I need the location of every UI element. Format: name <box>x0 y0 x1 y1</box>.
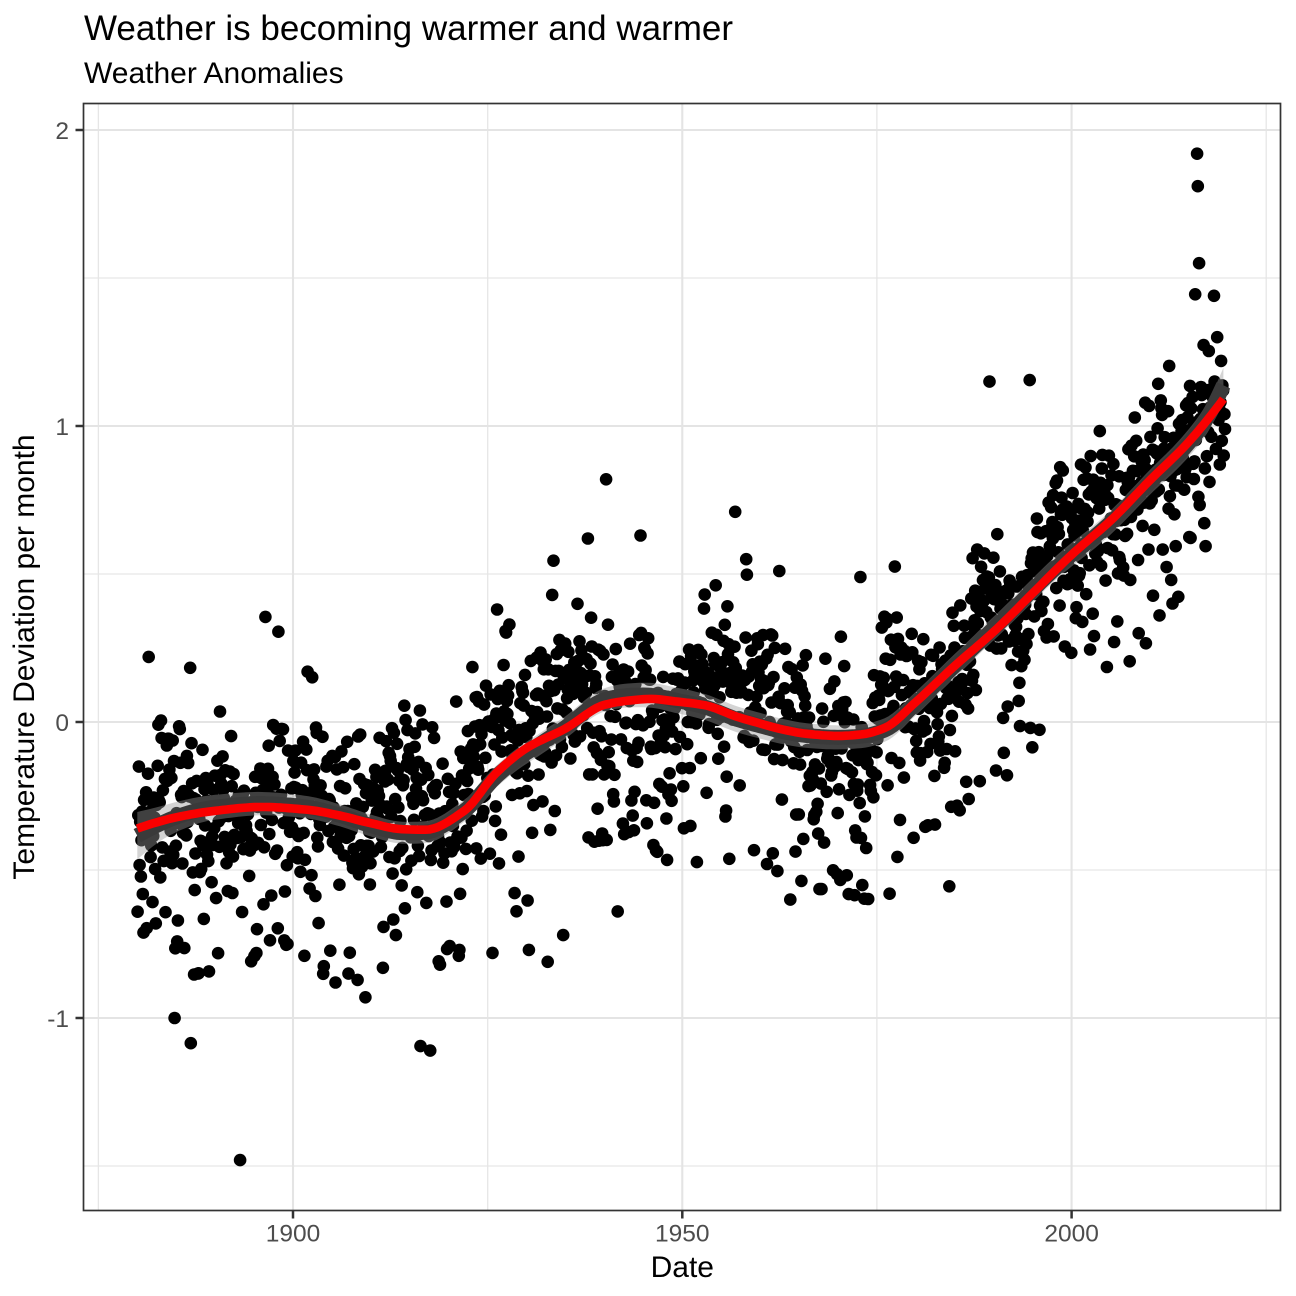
svg-text:1900: 1900 <box>266 1221 321 1248</box>
svg-text:Weather is becoming warmer and: Weather is becoming warmer and warmer <box>84 9 733 48</box>
svg-text:Weather Anomalies: Weather Anomalies <box>84 57 344 90</box>
svg-text:2: 2 <box>55 118 69 145</box>
svg-text:Date: Date <box>651 1251 714 1284</box>
svg-text:1: 1 <box>55 414 69 441</box>
svg-text:1950: 1950 <box>655 1221 710 1248</box>
svg-text:Temperature Deviation per mont: Temperature Deviation per month <box>8 434 41 879</box>
svg-text:-1: -1 <box>47 1006 69 1033</box>
svg-text:0: 0 <box>55 710 69 737</box>
svg-text:2000: 2000 <box>1044 1221 1099 1248</box>
